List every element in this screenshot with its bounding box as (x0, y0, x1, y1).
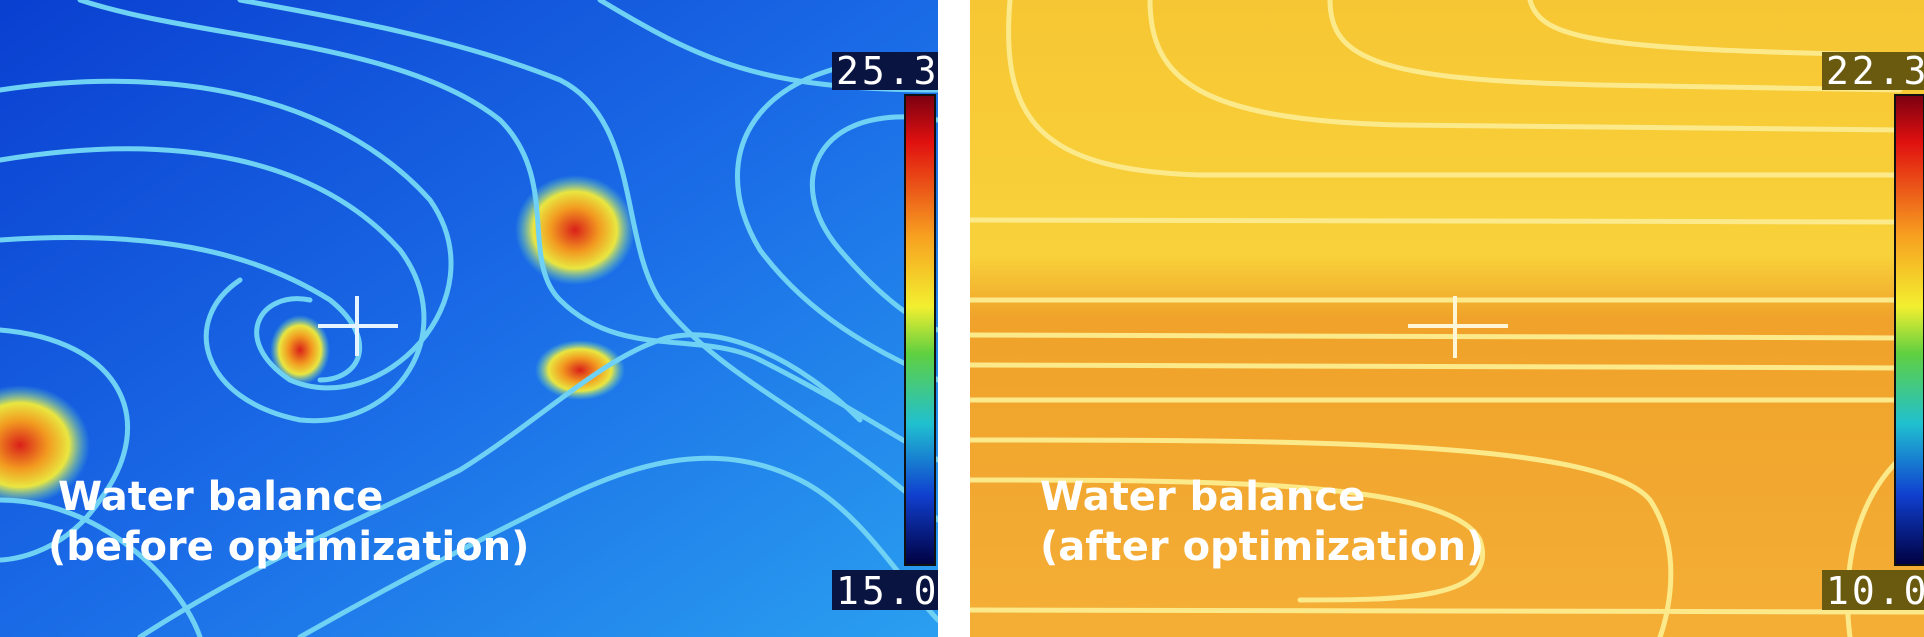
hotspot (270, 315, 330, 385)
color-bar (904, 94, 936, 566)
scale-max: 25.3 (836, 49, 940, 93)
crosshair (1408, 296, 1508, 358)
hotspot (535, 340, 625, 400)
before-panel: 25.3 15.0 Water balance (before optimiza… (0, 0, 940, 637)
after-panel: 22.3 10.0 Water balance (after optimizat… (970, 0, 1924, 637)
thermal-background (0, 0, 938, 637)
contour-lines (970, 0, 1924, 637)
caption-line: Water balance (1040, 474, 1365, 520)
scale-max-box (1822, 52, 1924, 90)
caption-line: (after optimization) (1040, 524, 1484, 570)
caption-line: Water balance (58, 474, 383, 520)
hotspot (515, 175, 635, 285)
color-bar (1894, 94, 1924, 566)
scale-min-box (832, 570, 938, 610)
scale-min-box (1822, 570, 1924, 610)
scale-min: 10.0 (1826, 569, 1924, 613)
caption-line: (before optimization) (48, 524, 529, 570)
scale-max-box (832, 52, 938, 90)
contour-lines (0, 0, 938, 637)
hotspot (0, 385, 90, 505)
crosshair (318, 296, 398, 356)
thermal-background (970, 0, 1924, 637)
scale-max: 22.3 (1826, 49, 1924, 93)
scale-min: 15.0 (836, 569, 940, 613)
